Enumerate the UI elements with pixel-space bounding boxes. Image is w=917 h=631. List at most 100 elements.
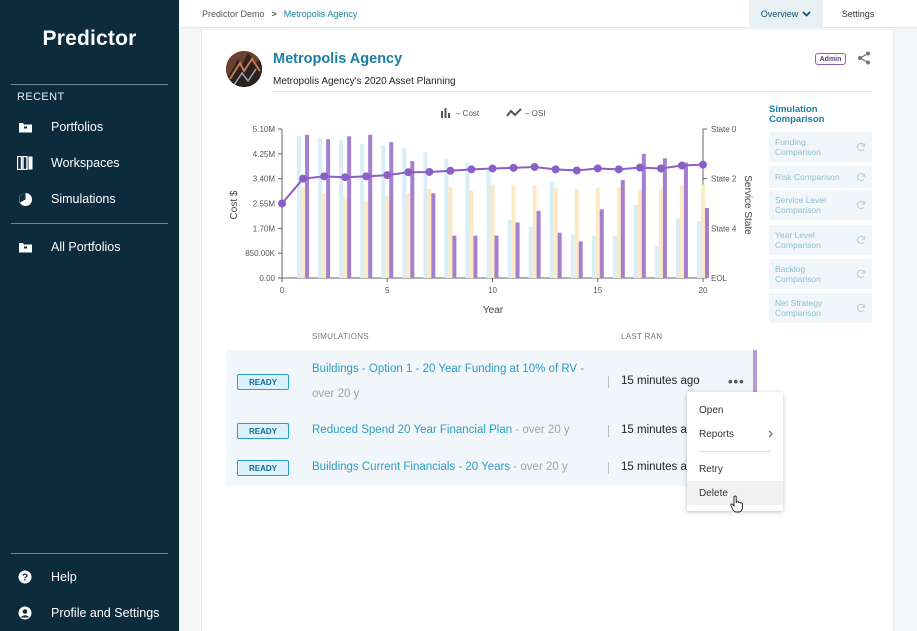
portfolio-icon <box>17 239 33 255</box>
menu-item-open[interactable]: Open <box>699 404 724 416</box>
cost-bar <box>402 147 407 278</box>
hand-cursor-icon <box>730 495 743 513</box>
simulation-comparison-item[interactable]: Net Strategy Comparison <box>769 293 872 323</box>
tab-settings[interactable]: Settings <box>833 0 883 28</box>
cost-bar <box>658 188 663 278</box>
admin-badge: Admin <box>815 53 846 65</box>
sidebar-item-simulations[interactable]: Simulations <box>0 185 179 213</box>
tab-overview[interactable]: Overview <box>749 0 823 28</box>
cost-bar <box>662 158 667 278</box>
chevron-down-icon <box>802 11 811 17</box>
menu-item-reports[interactable]: Reports <box>687 422 783 446</box>
sidebar-item-label: Portfolios <box>51 120 104 134</box>
simulation-comparison-label: Risk Comparison <box>775 172 840 182</box>
cost-bar <box>616 187 621 278</box>
breadcrumb: Predictor Demo > Metropolis Agency <box>202 9 357 19</box>
cost-bar <box>528 226 533 278</box>
x-tick-label: 5 <box>385 286 390 295</box>
sidebar-item-all-portfolios[interactable]: All Portfolios <box>0 233 179 261</box>
sidebar-divider <box>11 223 168 224</box>
y-tick-label: 0.00 <box>259 274 275 283</box>
breadcrumb-predictor-demo[interactable]: Predictor Demo <box>202 9 265 19</box>
y-tick-label: 4.25M <box>253 150 276 159</box>
chevron-right-icon <box>768 430 773 438</box>
osi-point <box>530 162 539 171</box>
simulation-duration: - over 20 y <box>513 461 568 473</box>
cost-bar <box>490 184 495 278</box>
sidebar-item-portfolios[interactable]: Portfolios <box>0 113 179 141</box>
status-badge: READY <box>237 374 289 390</box>
more-options-icon[interactable]: ••• <box>728 374 745 389</box>
cost-bar <box>679 184 684 278</box>
simulation-duration: over 20 y <box>312 388 360 400</box>
osi-point <box>362 172 371 181</box>
osi-point <box>572 166 581 175</box>
table-row[interactable]: READY Buildings Current Financials - 20 … <box>226 450 757 486</box>
chevron-right-icon: > <box>271 9 277 19</box>
line-chart-icon <box>506 108 522 117</box>
osi-point <box>299 174 308 183</box>
agency-subtitle: Metropolis Agency's 2020 Asset Planning <box>273 76 456 87</box>
cost-bar <box>511 184 516 278</box>
cost-bar <box>452 235 457 278</box>
osi-point <box>467 165 476 174</box>
brand-logo[interactable]: Predictor <box>42 27 137 50</box>
recent-section-label: RECENT <box>17 91 65 103</box>
top-bar: Predictor Demo > Metropolis Agency Overv… <box>179 0 917 28</box>
status-badge: READY <box>237 460 289 476</box>
osi-point <box>614 165 623 174</box>
cost-bar <box>410 161 415 278</box>
osi-point <box>593 164 602 173</box>
chart-bars <box>297 134 709 278</box>
sidebar-divider <box>11 84 168 85</box>
cost-bar <box>322 193 327 278</box>
simulation-name[interactable]: Reduced Spend 20 Year Financial Plan <box>312 424 513 436</box>
profile-icon <box>17 605 33 621</box>
cost-bar <box>427 188 432 278</box>
legend-cost: – Cost <box>456 109 480 118</box>
row-context-menu: Open Reports Retry Delete <box>687 392 783 511</box>
column-header-simulations: SIMULATIONS <box>312 332 369 341</box>
cost-bar <box>343 197 348 278</box>
sidebar-item-label: Profile and Settings <box>51 606 160 620</box>
column-divider <box>608 376 609 388</box>
last-ran-value: 15 minutes a <box>621 461 687 473</box>
x-tick-label: 15 <box>593 286 602 295</box>
cost-bar <box>641 153 646 278</box>
title-divider <box>273 91 872 92</box>
table-row[interactable]: READY Reduced Spend 20 Year Financial Pl… <box>226 406 757 450</box>
simulation-name[interactable]: Buildings - Option 1 - 20 Year Funding a… <box>312 363 585 375</box>
osi-point <box>488 164 497 173</box>
sidebar-item-help[interactable]: ? Help <box>0 563 179 591</box>
cost-bar <box>465 162 470 278</box>
cost-bar <box>364 200 369 278</box>
cost-osi-chart: – Cost – OSI 0.00 850.00K 1.70M 2.55M 3.40M 4… <box>229 108 753 316</box>
cost-bar <box>318 137 323 278</box>
cost-bar <box>599 209 604 278</box>
sidebar-item-profile-settings[interactable]: Profile and Settings <box>0 599 179 627</box>
legend-osi: – OSI <box>525 109 545 118</box>
osi-point <box>383 171 392 180</box>
simulation-comparison-item[interactable]: Service Level Comparison <box>769 190 872 220</box>
sidebar-item-workspaces[interactable]: Workspaces <box>0 149 179 177</box>
menu-item-retry[interactable]: Retry <box>699 463 723 475</box>
share-icon[interactable] <box>857 51 871 65</box>
cost-bar <box>389 142 394 278</box>
bar-chart-icon <box>441 108 450 118</box>
simulation-comparison-item[interactable]: Year Level Comparison <box>769 225 872 255</box>
simulation-name-link[interactable]: Buildings Current Financials - 20 Years … <box>312 455 588 480</box>
simulation-name-link[interactable]: Reduced Spend 20 Year Financial Plan - o… <box>312 418 588 443</box>
cost-bar <box>570 234 575 278</box>
y-axis-label: Cost $ <box>229 190 240 219</box>
simulation-name-link[interactable]: Buildings - Option 1 - 20 Year Funding a… <box>312 357 588 407</box>
simulation-comparison-item[interactable]: Risk Comparison <box>769 166 872 188</box>
breadcrumb-metropolis-agency[interactable]: Metropolis Agency <box>283 9 358 19</box>
simulation-name[interactable]: Buildings Current Financials - 20 Years <box>312 461 511 473</box>
simulation-comparison-title: Simulation Comparison <box>769 104 825 125</box>
simulation-comparison-item[interactable]: Backlog Comparison <box>769 259 872 289</box>
table-row[interactable]: READY Buildings - Option 1 - 20 Year Fun… <box>226 350 757 406</box>
tab-label: Settings <box>841 9 875 19</box>
osi-point <box>320 172 329 181</box>
simulation-comparison-item[interactable]: Funding Comparison <box>769 132 872 162</box>
agency-title: Metropolis Agency <box>273 51 403 67</box>
